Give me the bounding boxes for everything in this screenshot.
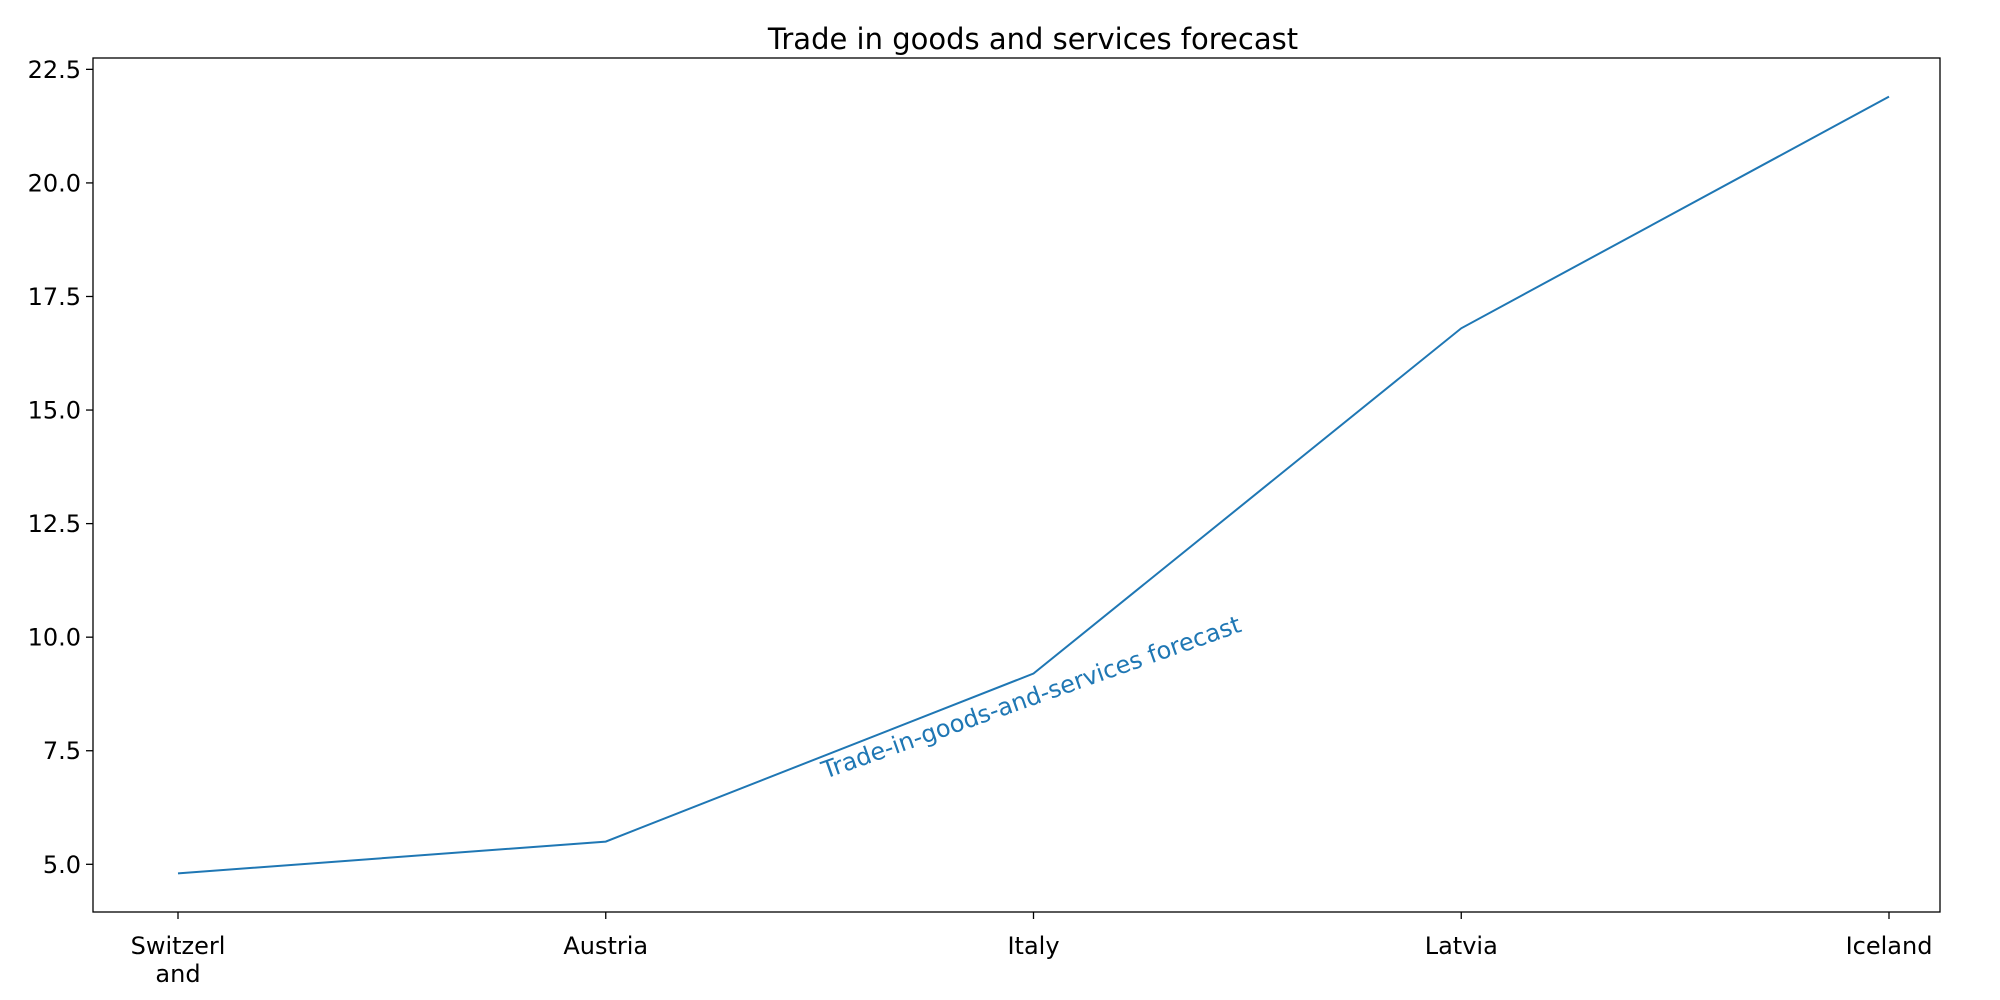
y-tick-label: 5.0	[43, 851, 81, 879]
y-tick-label: 12.5	[28, 510, 81, 538]
y-tick-label: 15.0	[28, 397, 81, 425]
y-tick-label: 10.0	[28, 624, 81, 652]
y-tick-label: 17.5	[28, 283, 81, 311]
x-axis: Switzerl and Austria Italy Latvia Iceland	[131, 912, 1933, 988]
series-label-group: Trade-in-goods-and-services forecast	[817, 610, 1246, 785]
data-points	[177, 96, 1890, 874]
chart-title: Trade in goods and services forecast	[767, 22, 1298, 56]
series-line	[177, 95, 1890, 875]
x-tick-label: Switzerl and	[131, 932, 226, 988]
x-tick-label: Italy	[1007, 932, 1059, 960]
x-tick-label: Austria	[563, 932, 648, 960]
y-tick-label: 20.0	[28, 169, 81, 197]
y-tick-label: 22.5	[28, 56, 81, 84]
plot-frame	[92, 57, 1941, 913]
x-tick-label: Latvia	[1425, 932, 1498, 960]
series-label-background	[818, 612, 1246, 785]
y-tick-label: 7.5	[43, 737, 81, 765]
series-label: Trade-in-goods-and-services forecast	[817, 610, 1245, 785]
y-axis: 5.0 7.5 10.0 12.5 15.0 17.5 20.0 22.5	[28, 56, 93, 879]
x-tick-label: Iceland	[1846, 932, 1933, 960]
